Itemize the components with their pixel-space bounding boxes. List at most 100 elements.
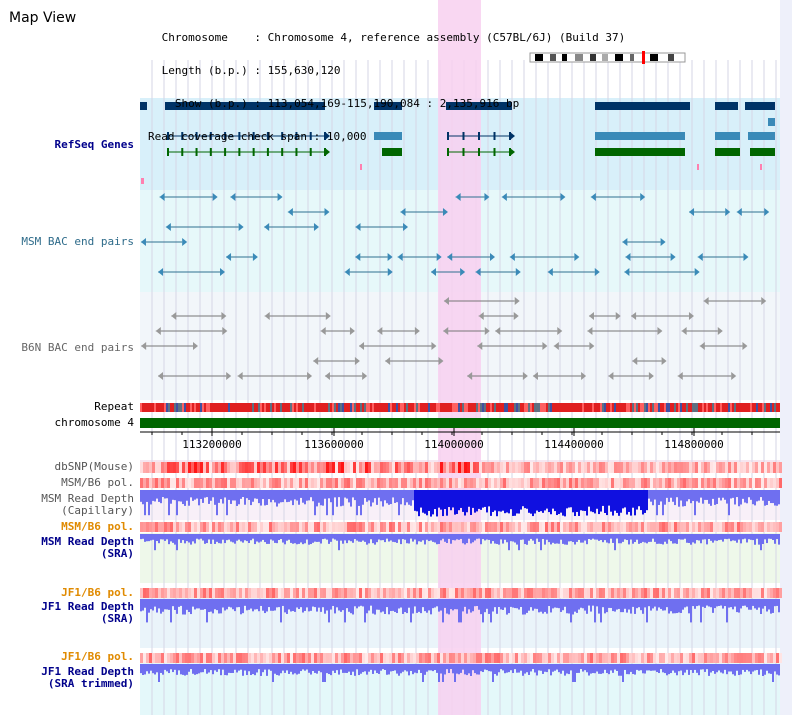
read-depth-bar <box>670 599 672 612</box>
read-depth-bar <box>554 490 556 512</box>
polymorphism-cell <box>398 478 401 488</box>
repeat-segment <box>580 403 582 412</box>
polymorphism-cell <box>482 588 485 598</box>
read-depth-bar <box>260 599 262 606</box>
polymorphism-cell <box>251 522 254 532</box>
polymorphism-cell <box>575 653 578 663</box>
bac-end-marker <box>560 193 566 201</box>
repeat-segment <box>340 403 342 412</box>
read-depth-bar <box>328 599 330 623</box>
polymorphism-cell <box>620 462 623 473</box>
repeat-segment <box>164 403 166 412</box>
polymorphism-cell <box>581 653 584 663</box>
polymorphism-cell <box>257 522 260 532</box>
read-depth-bar <box>646 490 648 511</box>
polymorphism-cell <box>527 462 530 473</box>
read-depth-bar <box>360 599 362 606</box>
read-depth-bar <box>492 599 494 612</box>
read-depth-bar <box>604 534 606 541</box>
track-label-b6n-bac[interactable]: B6N BAC end pairs <box>21 341 134 354</box>
bac-end-marker <box>359 342 365 350</box>
read-depth-bar <box>298 599 300 610</box>
read-depth-bar <box>310 490 312 498</box>
read-depth-bar <box>704 664 706 672</box>
polymorphism-cell <box>227 522 230 532</box>
repeat-segment <box>460 403 462 412</box>
read-depth-bar <box>436 490 438 517</box>
polymorphism-cell <box>614 478 617 488</box>
read-depth-bar <box>410 664 412 671</box>
read-depth-bar <box>192 599 194 607</box>
read-depth-bar <box>296 534 298 545</box>
read-depth-bar <box>228 599 230 607</box>
read-depth-bar <box>522 490 524 507</box>
read-depth-bar <box>400 599 402 608</box>
polymorphism-cell <box>620 522 623 532</box>
polymorphism-cell <box>200 588 203 598</box>
read-depth-bar <box>174 599 176 610</box>
read-depth-bar <box>700 534 702 544</box>
polymorphism-cell <box>320 462 323 473</box>
polymorphism-cell <box>533 653 536 663</box>
repeat-segment <box>620 403 622 412</box>
read-depth-bar <box>602 664 604 674</box>
read-depth-bar <box>202 490 204 503</box>
read-depth-bar <box>504 599 506 608</box>
read-depth-bar <box>766 490 768 506</box>
read-depth-bar <box>550 534 552 545</box>
polymorphism-cell <box>767 478 770 488</box>
polymorphism-cell <box>269 588 272 598</box>
read-depth-bar <box>582 599 584 609</box>
read-depth-bar <box>154 599 156 607</box>
polymorphism-cell <box>548 522 551 532</box>
read-depth-bar <box>586 534 588 545</box>
polymorphism-cell <box>308 588 311 598</box>
read-depth-bar <box>720 490 722 501</box>
polymorphism-cell <box>290 588 293 598</box>
read-depth-bar <box>574 599 576 612</box>
read-depth-bar <box>290 490 292 501</box>
read-depth-bar <box>242 664 244 676</box>
polymorphism-cell <box>509 588 512 598</box>
polymorphism-cell <box>707 462 710 473</box>
read-depth-bar <box>566 490 568 509</box>
polymorphism-cell <box>731 653 734 663</box>
read-depth-bar <box>740 490 742 505</box>
repeat-segment <box>452 403 454 412</box>
read-depth-bar <box>252 664 254 675</box>
polymorphism-cell <box>197 462 200 473</box>
repeat-segment <box>640 403 642 412</box>
read-depth-bar <box>476 664 478 675</box>
repeat-segment <box>380 403 382 412</box>
polymorphism-cell <box>482 522 485 532</box>
polymorphism-cell <box>386 478 389 488</box>
read-depth-bar <box>476 534 478 539</box>
polymorphism-cell <box>674 522 677 532</box>
read-depth-bar <box>620 490 622 513</box>
read-depth-bar <box>400 664 402 674</box>
repeat-segment <box>424 403 426 412</box>
polymorphism-cell <box>314 588 317 598</box>
polymorphism-cell <box>170 478 173 488</box>
read-depth-bar <box>650 490 652 502</box>
bac-end-marker <box>657 327 663 335</box>
read-depth-bar <box>280 664 282 674</box>
polymorphism-cell <box>488 588 491 598</box>
read-depth-bar <box>728 599 730 608</box>
read-depth-bar <box>220 534 222 544</box>
read-depth-bar <box>510 599 512 607</box>
repeat-segment <box>264 403 266 412</box>
read-depth-bar <box>674 534 676 544</box>
polymorphism-cell <box>242 522 245 532</box>
track-label-refseq[interactable]: RefSeq Genes <box>54 138 134 151</box>
read-depth-bar <box>442 664 444 682</box>
read-depth-bar <box>508 534 510 551</box>
polymorphism-cell <box>644 588 647 598</box>
track-label-msm-bac[interactable]: MSM BAC end pairs <box>21 235 134 248</box>
bac-end-marker <box>677 372 683 380</box>
read-depth-bar <box>758 490 760 501</box>
read-depth-bar <box>660 664 662 670</box>
read-depth-bar <box>174 534 176 545</box>
polymorphism-cell <box>218 462 221 473</box>
